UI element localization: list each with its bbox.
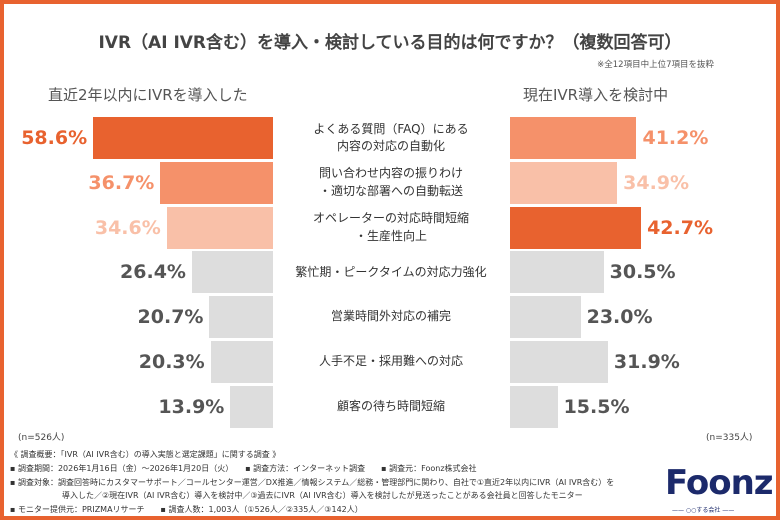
left-bar: [93, 117, 273, 159]
left-value-label: 58.6%: [21, 127, 88, 149]
category-label: 繁忙期・ピークタイムの対応力強化: [295, 264, 487, 279]
right-bar: [510, 296, 581, 339]
left-value-label: 13.9%: [158, 395, 225, 418]
left-bar: [191, 251, 273, 294]
right-series-title: 現在IVR導入を検討中: [523, 86, 669, 104]
footer-line: ▪ モニター提供元：PRIZMAリサーチ ▪ 調査人数：1,003人（①526人…: [10, 505, 363, 514]
right-value-label: 31.9%: [613, 351, 680, 373]
category-label: よくある質問（FAQ）にある 内容の対応の自動化: [313, 121, 469, 153]
left-value-label: 20.3%: [138, 351, 205, 373]
right-bar: [510, 385, 558, 428]
category-label: 人手不足・採用難への対応: [318, 354, 463, 369]
right-value-label: 30.5%: [609, 261, 676, 284]
foonz-logo: Foonz: [665, 463, 774, 503]
category-label: オペレーターの対応時間短縮 ・生産性向上: [312, 211, 469, 243]
frame: [4, 4, 776, 516]
left-bar: [160, 161, 273, 204]
footer-line: ▪ 調査期間：2026年1月16日（金）～2026年1月20日（火） ▪ 調査方…: [10, 464, 477, 473]
right-value-label: 34.9%: [623, 171, 690, 194]
right-bar: [510, 341, 608, 383]
note: ※全12項目中上位7項目を抜粋: [597, 60, 714, 70]
right-bar: [510, 206, 642, 249]
left-value-label: 34.6%: [94, 216, 161, 239]
category-label: 顧客の待ち時間短縮: [336, 399, 445, 414]
left-n: (n=526人): [18, 433, 65, 443]
right-bar: [510, 251, 604, 294]
right-value-label: 41.2%: [642, 127, 709, 149]
right-n: (n=335人): [706, 433, 753, 443]
right-bar: [510, 161, 618, 204]
logo-tagline: —— ○○する会社 ——: [672, 507, 735, 514]
left-value-label: 36.7%: [88, 171, 155, 194]
category-label: 問い合わせ内容の振りわけ ・適切な部署への自動転送: [318, 166, 463, 198]
category-label: 営業時間外対応の補完: [330, 309, 451, 324]
left-value-label: 20.7%: [137, 306, 204, 329]
footer-line: 《 調査概要：「IVR（AI IVR含む）の導入実態と選定課題」に関する調査 》: [10, 450, 281, 459]
footer-line: ▪ 調査対象：調査回答時にカスタマーサポート／コールセンター運営／DX推進／情報…: [10, 478, 615, 487]
right-value-label: 23.0%: [586, 306, 653, 329]
right-bar: [510, 117, 637, 159]
left-series-title: 直近2年以内にIVRを導入した: [48, 86, 248, 104]
footer-line: 導入した／②現在IVR（AI IVR含む）導入を検討中／③過去にIVR（AI I…: [62, 491, 583, 500]
left-bar: [209, 296, 273, 339]
right-value-label: 15.5%: [563, 395, 630, 418]
left-bar: [166, 206, 273, 249]
left-bar: [210, 341, 273, 383]
right-value-label: 42.7%: [647, 216, 713, 239]
left-value-label: 26.4%: [120, 261, 186, 284]
chart-title: IVR（AI IVR含む）を導入・検討している目的は何ですか？（複数回答可）: [98, 33, 682, 53]
left-bar: [230, 385, 273, 428]
